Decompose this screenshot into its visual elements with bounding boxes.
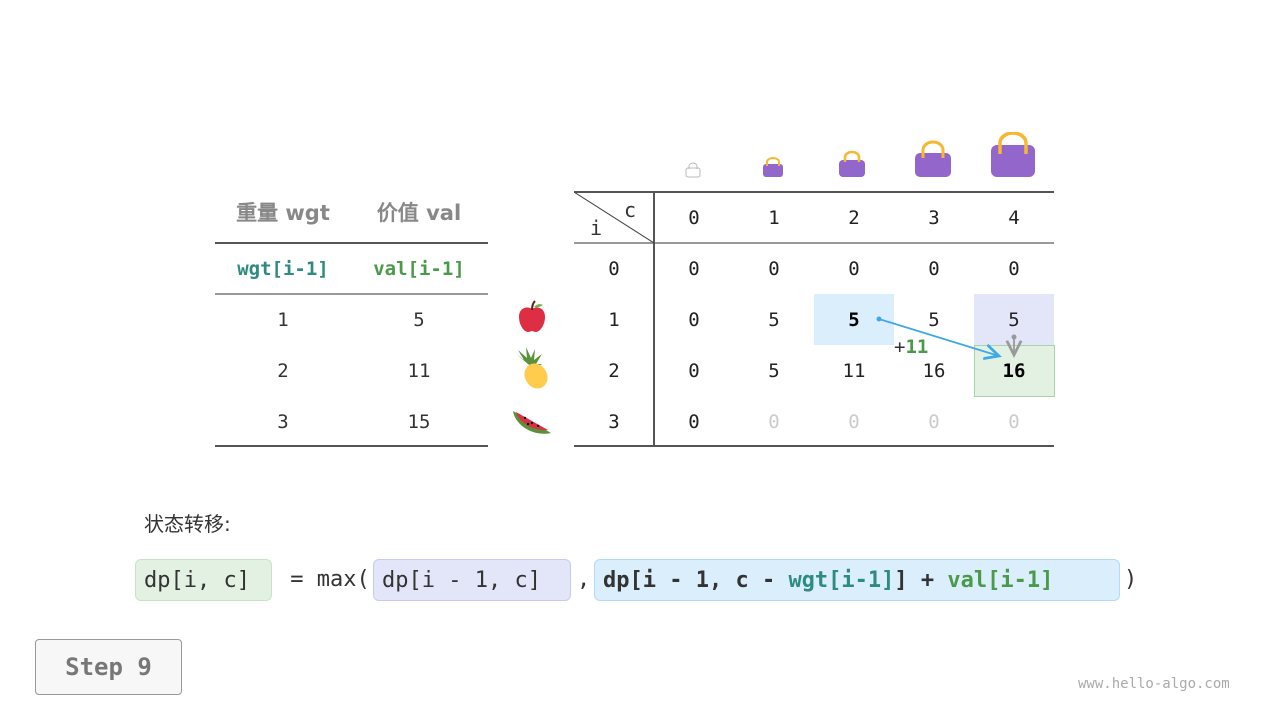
dp-cell: 16: [1002, 359, 1026, 382]
watermelon-icon: [513, 411, 551, 434]
row-header: 2: [608, 359, 620, 382]
bag-icon-4: [991, 132, 1035, 177]
dp-cell: 0: [928, 257, 940, 280]
formula-lhs: dp[i, c]: [135, 559, 272, 601]
bag-icon-0: [685, 162, 701, 178]
subheader-wgt: wgt[i-1]: [237, 257, 329, 280]
col-header: 3: [928, 206, 940, 229]
dp-cell: 0: [928, 410, 940, 433]
col-header: 4: [1008, 206, 1020, 229]
wgt-cell: 1: [277, 308, 289, 331]
bag-icon-1: [763, 157, 783, 177]
val-cell: 5: [413, 308, 425, 331]
watermark: www.hello-algo.com: [1078, 676, 1230, 692]
dp-cell: 0: [688, 308, 700, 331]
dp-cell: 5: [848, 308, 860, 331]
corner-i: i: [590, 216, 603, 240]
dp-cell: 0: [688, 410, 700, 433]
bag-icon-3: [915, 140, 951, 177]
row-header: 3: [608, 410, 620, 433]
header-weight: 重量 wgt: [236, 200, 330, 225]
dp-cell: 0: [688, 359, 700, 382]
dp-cell: 0: [1008, 410, 1020, 433]
header-value: 价值 val: [376, 200, 462, 225]
dp-cell: 0: [768, 410, 780, 433]
val-cell: 11: [407, 359, 431, 382]
transition-label: +11: [894, 336, 929, 358]
pineapple-icon: [516, 347, 548, 389]
formula-comma: ,: [577, 567, 591, 592]
dp-cell: 0: [768, 257, 780, 280]
dp-cell: 5: [1008, 308, 1020, 331]
row-header: 1: [608, 308, 620, 331]
wgt-cell: 3: [277, 410, 289, 433]
col-header: 0: [688, 206, 700, 229]
dp-cell: 0: [688, 257, 700, 280]
col-header: 2: [848, 206, 860, 229]
subheader-val: val[i-1]: [373, 257, 465, 280]
row-header: 0: [608, 257, 620, 280]
dp-cell: 16: [922, 359, 946, 382]
bag-icon-2: [839, 150, 865, 177]
dp-cell: 0: [1008, 257, 1020, 280]
dp-cell: 0: [848, 257, 860, 280]
corner-c: c: [624, 198, 637, 222]
formula-opt2: dp[i - 1, c - wgt[i-1]] + val[i-1]: [594, 559, 1120, 601]
formula-close: ): [1124, 567, 1138, 592]
step-button[interactable]: Step 9: [35, 639, 182, 695]
value-arrow: [878, 318, 999, 356]
apple-icon: [519, 300, 545, 332]
wgt-cell: 2: [277, 359, 289, 382]
dp-cell: 5: [768, 308, 780, 331]
formula-max: = max(: [277, 567, 370, 592]
formula-label: 状态转移:: [144, 512, 231, 536]
dp-cell: 11: [842, 359, 866, 382]
dp-cell: 5: [768, 359, 780, 382]
formula-opt1: dp[i - 1, c]: [373, 559, 571, 601]
dp-cell: 5: [928, 308, 940, 331]
val-cell: 15: [407, 410, 431, 433]
col-header: 1: [768, 206, 780, 229]
dp-cell: 0: [848, 410, 860, 433]
